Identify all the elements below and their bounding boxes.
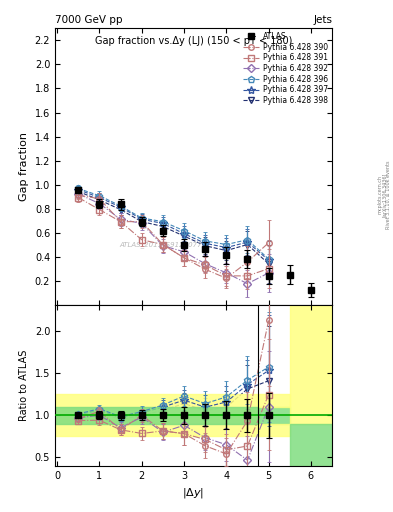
- Bar: [290, 424, 332, 466]
- Bar: [258, 407, 290, 424]
- Y-axis label: Ratio to ATLAS: Ratio to ATLAS: [19, 350, 29, 421]
- Bar: [290, 305, 332, 424]
- Text: Rivet 3.1.10, ≥ 100k events: Rivet 3.1.10, ≥ 100k events: [386, 160, 391, 229]
- Y-axis label: Gap fraction: Gap fraction: [19, 132, 29, 201]
- Text: 7000 GeV pp: 7000 GeV pp: [55, 14, 123, 25]
- Text: ATLAS_2011_S9128077: ATLAS_2011_S9128077: [119, 241, 202, 248]
- Text: Gap fraction vs.Δy (LJ) (150 < pT < 180): Gap fraction vs.Δy (LJ) (150 < pT < 180): [95, 36, 292, 47]
- Text: Jets: Jets: [313, 14, 332, 25]
- Text: [arXiv:1306.3436]: [arXiv:1306.3436]: [382, 173, 387, 217]
- Legend: ATLAS, Pythia 6.428 390, Pythia 6.428 391, Pythia 6.428 392, Pythia 6.428 396, P: ATLAS, Pythia 6.428 390, Pythia 6.428 39…: [240, 30, 331, 108]
- Bar: [258, 394, 290, 407]
- Bar: [258, 424, 290, 436]
- X-axis label: $|\Delta y|$: $|\Delta y|$: [182, 486, 205, 500]
- Text: mcplots.cern.ch: mcplots.cern.ch: [378, 175, 383, 214]
